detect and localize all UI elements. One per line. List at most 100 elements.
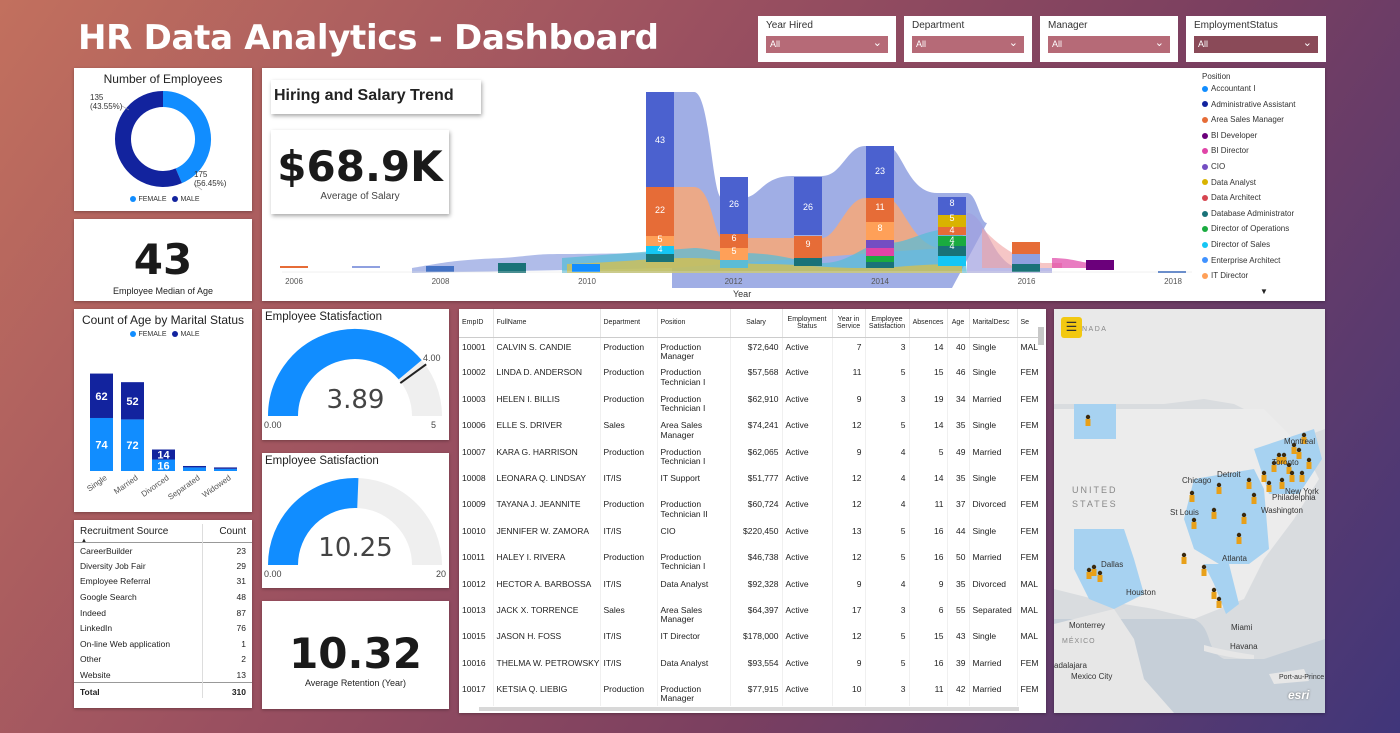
ribbon-bar-segment[interactable] [646,187,674,245]
table-row[interactable]: 10016 THELMA W. PETROWSKY IT/IS Data Analys… [459,653,1038,681]
filter-year-hired[interactable]: Year Hired All ⌄ [758,16,896,62]
map-marker-icon[interactable] [1201,569,1207,576]
column-header[interactable]: Year in Service [832,309,866,338]
bar-male-divorced[interactable] [152,449,175,460]
table-row[interactable]: 10002 LINDA D. ANDERSON Production Producti… [459,363,1038,390]
bar-female-single[interactable] [90,417,113,471]
map-marker-icon[interactable] [1296,452,1302,459]
table-row[interactable]: 10010 JENNIFER W. ZAMORA IT/IS CIO $220,450 A… [459,521,1038,549]
legend-item-position[interactable]: Administrative Assistant [1202,100,1322,116]
column-header[interactable]: MaritalDesc [969,309,1018,338]
ribbon-bar-segment[interactable] [720,248,748,260]
column-header[interactable]: Salary [730,309,783,338]
employee-table-viewport[interactable]: EmpID FullName Department Position Salary Emp… [459,309,1038,706]
map-marker-icon[interactable] [1246,477,1252,483]
ribbon-bar-segment[interactable] [352,266,380,268]
column-header[interactable]: EmpID [459,309,494,338]
map-marker-icon[interactable] [1181,557,1187,564]
ribbon-bar-segment[interactable] [720,260,748,268]
ribbon-bar-segment[interactable] [426,266,454,272]
legend-item-position[interactable]: Database Administrator [1202,209,1322,225]
map-marker-icon[interactable] [1261,475,1267,482]
map-marker-icon[interactable] [1291,447,1297,454]
legend-item-position[interactable]: Enterprise Architect [1202,256,1322,272]
map-marker-icon[interactable] [1266,485,1272,492]
filter-dropdown[interactable]: All ⌄ [1048,36,1170,53]
ribbon-bar-segment[interactable] [1086,260,1114,270]
map-marker-icon[interactable] [1085,414,1091,420]
filter-dropdown[interactable]: All ⌄ [912,36,1024,53]
table-row[interactable]: 10015 JASON H. FOSS IT/IS IT Director $178,0… [459,627,1038,654]
table-row[interactable]: 10003 HELEN I. BILLIS Production Production… [459,389,1038,417]
map-marker-icon[interactable] [1289,470,1295,476]
map-marker-icon[interactable] [1191,517,1197,523]
map-marker-icon[interactable] [1271,465,1277,472]
vertical-scrollbar[interactable] [1038,327,1044,345]
ribbon-bar-segment[interactable] [938,236,966,246]
column-header[interactable]: Employment Status [782,309,833,338]
table-row[interactable]: 10011 HALEY I. RIVERA Production Production… [459,548,1038,575]
map-marker-icon[interactable] [1281,452,1287,458]
table-row[interactable]: 10006 ELLE S. DRIVER Sales Area Sales Manag… [459,416,1038,443]
table-row[interactable]: 10017 KETSIA Q. LIEBIG Production Productio… [459,680,1038,706]
ribbon-bar-segment[interactable] [794,177,822,235]
bar-male-married[interactable] [121,382,144,420]
map-menu-icon[interactable]: ☰ [1061,317,1082,338]
table-row[interactable]: Employee Referral 31 [74,573,252,590]
column-header[interactable]: Employee Satisfaction [865,309,910,338]
map-marker-icon[interactable] [1191,522,1197,529]
map-marker-icon[interactable] [1211,592,1217,599]
table-row[interactable]: Diversity Job Fair 29 [74,558,252,574]
ribbon-bar-segment[interactable] [1012,242,1040,254]
map-marker-icon[interactable] [1251,497,1257,504]
map-marker-icon[interactable] [1281,457,1287,464]
map-marker-icon[interactable] [1276,457,1282,464]
map-marker-icon[interactable] [1201,564,1207,570]
table-row[interactable]: 10001 CALVIN S. CANDIE Production Productio… [459,337,1038,364]
map-marker-icon[interactable] [1091,569,1097,576]
table-row[interactable]: 10009 TAYANA J. JEANNITE Production Product… [459,495,1038,522]
map-marker-icon[interactable] [1306,457,1312,463]
map-marker-icon[interactable] [1091,564,1097,570]
map-marker-icon[interactable] [1189,490,1195,496]
ribbon-bar-segment[interactable] [720,177,748,243]
map-marker-icon[interactable] [1271,460,1277,466]
ribbon-bar-segment[interactable] [866,240,894,248]
map-marker-icon[interactable] [1289,475,1295,482]
map-marker-icon[interactable] [1301,432,1307,438]
column-header[interactable]: Age [947,309,970,338]
column-header[interactable]: Se [1017,309,1038,338]
map-card[interactable]: ☰ NADA UNITED STATES Montreal Toronto Detroit… [1054,309,1325,713]
horizontal-scrollbar[interactable] [479,707,1019,711]
header-count[interactable]: Count [202,524,252,543]
map-marker-icon[interactable] [1086,567,1092,573]
bar-female-married[interactable] [121,419,144,471]
legend-item-position[interactable]: Director of Sales [1202,240,1322,256]
filter-dropdown[interactable]: All ⌄ [766,36,888,53]
ribbon-bar-segment[interactable] [866,248,894,256]
map-marker-icon[interactable] [1266,480,1272,486]
table-row[interactable]: 10012 HECTOR A. BARBOSSA IT/IS Data Analyst… [459,574,1038,601]
legend-item-position[interactable]: Area Sales Manager [1202,115,1322,131]
bar-female-divorced[interactable] [152,459,175,471]
map-marker-icon[interactable] [1216,596,1222,602]
map-marker-icon[interactable] [1306,462,1312,469]
map-marker-icon[interactable] [1276,452,1282,458]
map-marker-icon[interactable] [1279,477,1285,483]
table-row[interactable]: On-line Web application 1 [74,636,252,652]
ribbon-bar-segment[interactable] [646,246,674,254]
ribbon-bar-segment[interactable] [498,263,526,273]
map-marker-icon[interactable] [1211,512,1217,519]
map-marker-icon[interactable] [1301,437,1307,444]
legend-item-position[interactable]: Data Architect [1202,193,1322,209]
column-header[interactable]: Position [657,309,731,338]
map-marker-icon[interactable] [1241,512,1247,518]
map-marker-icon[interactable] [1286,467,1292,474]
table-row[interactable]: CareerBuilder 23 [74,542,252,559]
table-row[interactable]: 10008 LEONARA Q. LINDSAY IT/IS IT Support $5… [459,468,1038,496]
ribbon-bar-segment[interactable] [794,258,822,266]
map-marker-icon[interactable] [1299,475,1305,482]
map-marker-icon[interactable] [1291,442,1297,448]
legend-scroll-down-icon[interactable]: ▼ [1260,286,1268,296]
map-canvas[interactable] [1054,309,1325,713]
